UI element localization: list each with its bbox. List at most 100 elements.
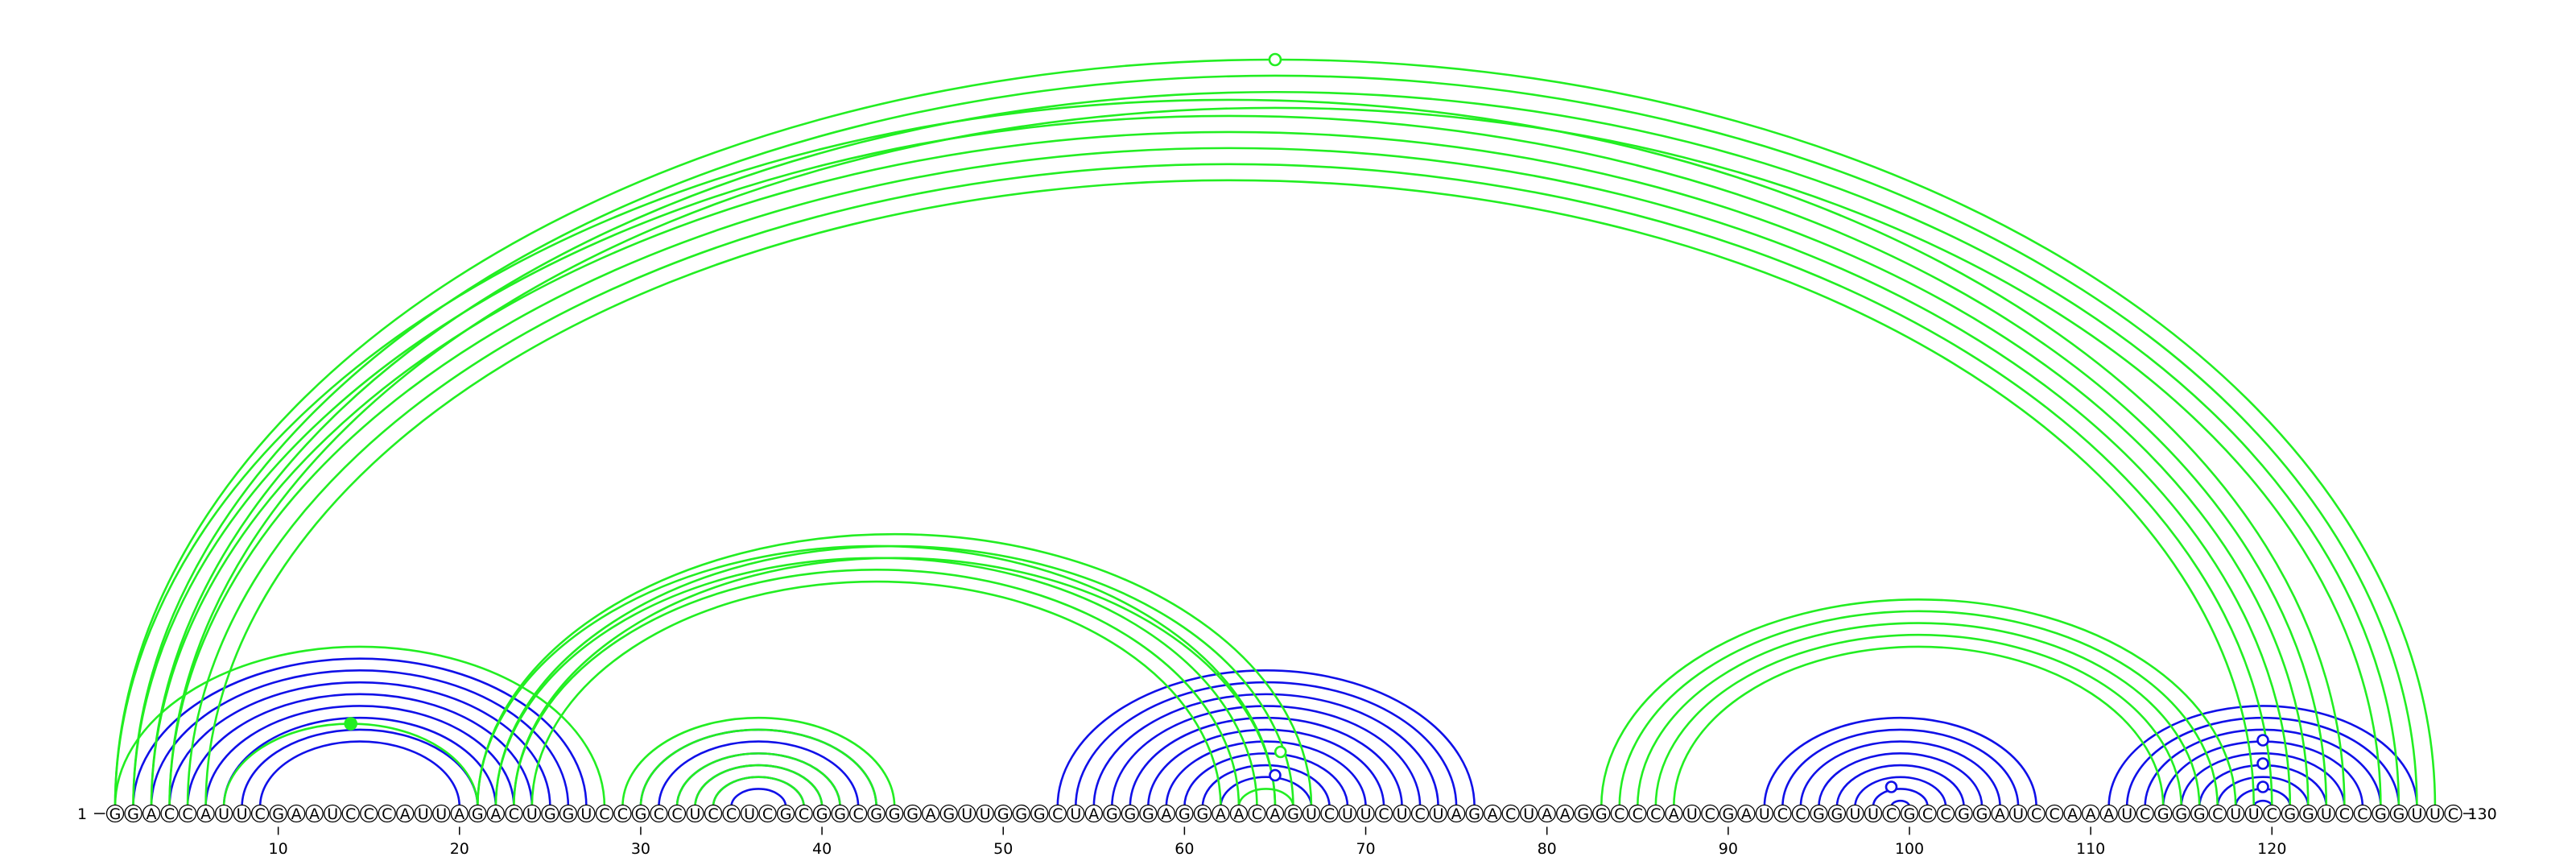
nucleotide-letter: U	[1433, 805, 1444, 823]
nucleotide-circle	[1338, 804, 1357, 823]
nucleotide-circle	[740, 804, 759, 823]
nucleotide-letter: C	[1614, 805, 1624, 823]
nucleotide-letter: G	[1831, 805, 1843, 823]
nucleotide-letter: G	[1015, 805, 1027, 823]
nucleotide-letter: C	[345, 805, 356, 823]
nucleotide-letter: A	[2103, 805, 2114, 823]
nucleotide-letter: C	[1052, 805, 1063, 823]
nucleotide-circle	[1665, 804, 1683, 823]
blue-base-pair-arc	[150, 669, 570, 807]
blue-base-pair-arc	[186, 693, 534, 807]
nucleotide-circle	[1410, 804, 1430, 823]
nucleotide-letter: G	[997, 805, 1009, 823]
nucleotide-letter: U	[1306, 805, 1317, 823]
nucleotide-circle	[486, 804, 505, 823]
nucleotide-letter: C	[509, 805, 519, 823]
green-base-pair-arc	[530, 580, 1222, 807]
nucleotide-letter: G	[472, 805, 484, 823]
green-base-pair-arc	[639, 728, 877, 807]
nucleotide-letter: U	[2013, 805, 2024, 823]
nucleotide-letter: G	[1468, 805, 1480, 823]
nucleotide-letter: C	[364, 805, 374, 823]
nucleotide-circle	[1048, 804, 1067, 823]
blue-base-pair-arc	[1835, 764, 1965, 807]
nucleotide-circle	[1103, 804, 1121, 823]
nucleotide-circle	[2425, 804, 2445, 823]
nucleotide-circle	[2389, 804, 2409, 823]
nucleotide-letter: C	[2339, 805, 2350, 823]
nucleotide-letter: A	[309, 805, 320, 823]
green-base-pair-arc	[621, 716, 896, 807]
nucleotide-circle	[776, 804, 795, 823]
nucleotide-letter: A	[1451, 805, 1462, 823]
tick-label: 10	[269, 840, 288, 857]
blue-base-pair-arc	[1129, 717, 1403, 807]
nucleotide-circle	[2045, 804, 2064, 823]
nucleotide-circle	[450, 804, 469, 823]
nucleotide-letter: U	[2321, 805, 2332, 823]
nucleotide-circle	[1121, 804, 1139, 823]
green-base-pair-arc	[1600, 598, 2237, 807]
nucleotide-circle	[124, 804, 142, 823]
nucleotide-circle	[1393, 804, 1411, 823]
green-base-pair-arc	[1636, 622, 2201, 807]
nucleotide-letter: G	[1722, 805, 1734, 823]
nucleotide-circle	[812, 804, 832, 823]
arc-marker	[2256, 780, 2269, 793]
nucleotide-letter: C	[654, 805, 664, 823]
nucleotide-letter: G	[2157, 805, 2169, 823]
nucleotide-circle	[2263, 804, 2281, 823]
nucleotide-circle	[667, 804, 687, 823]
green-base-pair-arc	[132, 74, 2418, 807]
green-base-pair-arc	[170, 108, 2381, 807]
nucleotide-letter: G	[1596, 805, 1608, 823]
nucleotide-letter: C	[382, 805, 392, 823]
nucleotide-circle	[1429, 804, 1447, 823]
tick-label: 100	[1895, 840, 1924, 857]
sequence-end-label: 130	[2467, 805, 2496, 823]
nucleotide-circle	[1501, 804, 1520, 823]
nucleotide-circle	[1229, 804, 1249, 823]
nucleotide-circle	[958, 804, 976, 823]
nucleotide-letter: U	[2429, 805, 2441, 823]
nucleotide-circle	[142, 804, 161, 823]
green-base-pair-arc	[513, 557, 1277, 807]
nucleotide-letter: U	[1070, 805, 1081, 823]
nucleotide-letter: C	[799, 805, 809, 823]
nucleotide-circle	[559, 804, 578, 823]
green-base-pair-arc	[186, 163, 2273, 807]
nucleotide-letter: G	[780, 805, 792, 823]
markers-layer	[344, 52, 2269, 793]
nucleotide-letter: G	[2194, 805, 2206, 823]
nucleotide-letter: A	[1088, 805, 1099, 823]
nucleotide-letter: U	[1360, 805, 1372, 823]
nucleotide-letter: G	[2302, 805, 2314, 823]
nucleotide-circle	[1682, 804, 1701, 823]
nucleotide-letter: C	[164, 805, 175, 823]
blue-base-pair-arc	[1092, 693, 1439, 807]
nucleotide-circle	[1302, 804, 1321, 823]
nucleotide-circle	[2317, 804, 2335, 823]
nucleotide-circle	[994, 804, 1013, 823]
nucleotide-circle	[324, 804, 342, 823]
blue-base-pair-arc	[1147, 728, 1385, 807]
blue-base-pair-arc	[1854, 776, 1947, 807]
nucleotide-letter: U	[580, 805, 592, 823]
blue-base-pair-arc	[258, 740, 461, 807]
blue-base-pair-arc	[1056, 669, 1476, 807]
nucleotide-circle	[505, 804, 523, 823]
green-base-pair-arc	[1618, 610, 2219, 807]
nucleotide-circle	[1556, 804, 1575, 823]
blue-base-pair-arc	[2180, 752, 2346, 807]
nucleotide-circle	[1520, 804, 1538, 823]
nucleotide-circle	[432, 804, 451, 823]
arc-marker	[1274, 745, 1287, 759]
nucleotide-letter: C	[708, 805, 718, 823]
nucleotide-circle	[1629, 804, 1647, 823]
nucleotide-circle	[939, 804, 958, 823]
nucleotide-letter: U	[418, 805, 429, 823]
nucleotide-letter: G	[943, 805, 955, 823]
nucleotide-circle	[1248, 804, 1266, 823]
nucleotide-circle	[1447, 804, 1466, 823]
